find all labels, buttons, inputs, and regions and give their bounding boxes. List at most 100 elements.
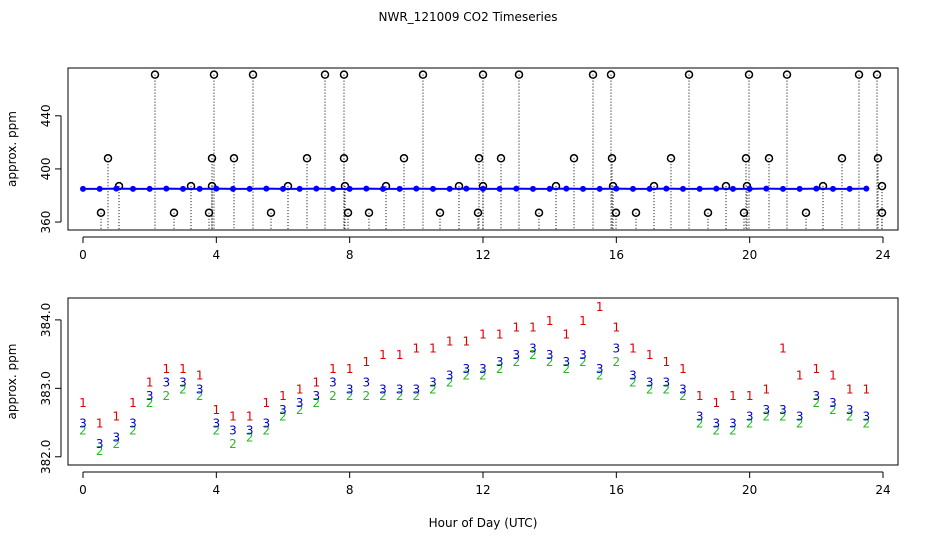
point-label: 1 (613, 321, 621, 335)
point (796, 185, 803, 192)
point-label: 1 (246, 410, 254, 424)
point-label: 3 (246, 423, 254, 437)
point (330, 185, 336, 192)
point-label: 2 (596, 369, 604, 383)
point-label: 1 (296, 382, 304, 396)
point-label: 1 (179, 362, 187, 376)
point-label: 1 (863, 382, 871, 396)
point (663, 185, 670, 192)
point-label: 1 (363, 355, 371, 369)
point-label: 1 (679, 362, 687, 376)
point-label: 1 (696, 389, 704, 403)
x-tick-label: 20 (742, 248, 757, 262)
point-label: 2 (479, 369, 487, 383)
point-label: 3 (196, 382, 204, 396)
point-label: 2 (663, 382, 671, 396)
point-label: 1 (329, 362, 337, 376)
point-label: 1 (213, 403, 221, 417)
point (782, 70, 792, 79)
point (739, 208, 749, 217)
point (463, 185, 470, 192)
plot-frame (67, 297, 899, 466)
y-tick-label: 384.0 (39, 303, 53, 337)
point-label: 1 (113, 410, 121, 424)
point-label: 2 (629, 376, 637, 390)
point-label: 3 (596, 362, 604, 376)
x-tick-label: 12 (475, 248, 490, 262)
point-label: 2 (146, 396, 154, 410)
point-label: 2 (96, 444, 104, 458)
point-label: 3 (479, 362, 487, 376)
point-label: 1 (646, 348, 654, 362)
x-tick-label: 20 (742, 483, 757, 497)
y-tick-label: 382.0 (39, 440, 53, 474)
point-label: 3 (79, 417, 87, 431)
point-label: 2 (313, 396, 321, 410)
point (703, 208, 713, 217)
point (496, 154, 506, 163)
point (696, 185, 703, 192)
point-label: 2 (613, 355, 621, 369)
point-label: 3 (413, 382, 421, 396)
point (473, 208, 483, 217)
point (346, 185, 353, 192)
point (546, 185, 553, 192)
point-label: 3 (863, 410, 871, 424)
point-label: 3 (679, 382, 687, 396)
point-label: 2 (346, 389, 354, 403)
point-label: 3 (763, 403, 771, 417)
point (169, 208, 179, 217)
point (430, 185, 436, 192)
point (263, 185, 270, 192)
point (763, 185, 770, 192)
point (413, 185, 420, 192)
point (818, 181, 828, 191)
point (569, 154, 579, 163)
point-label: 3 (213, 417, 221, 431)
point-label: 3 (96, 437, 104, 451)
point-label: 3 (563, 355, 571, 369)
point-label: 2 (696, 417, 704, 431)
point-label: 1 (513, 321, 521, 335)
point-label: 1 (96, 417, 104, 431)
y-tick-label: 440 (39, 104, 53, 127)
point (596, 185, 603, 192)
point-label: 1 (146, 376, 154, 390)
point-label: 3 (446, 369, 454, 383)
point-label: 2 (846, 410, 854, 424)
point-label: 1 (529, 321, 537, 335)
point (780, 185, 786, 192)
point (613, 185, 620, 192)
x-tick-label: 24 (875, 248, 890, 262)
point-label: 1 (796, 369, 804, 383)
x-tick-label: 0 (79, 483, 87, 497)
point-label: 1 (446, 334, 454, 348)
point-label: 1 (129, 396, 137, 410)
point-label: 2 (329, 389, 337, 403)
point-label: 1 (313, 376, 321, 390)
point-label: 3 (579, 348, 587, 362)
point-label: 3 (229, 423, 237, 437)
point-label: 3 (279, 403, 287, 417)
point-label: 2 (196, 389, 204, 403)
point-label: 3 (463, 362, 471, 376)
point (684, 70, 694, 79)
point-label: 2 (279, 410, 287, 424)
point (196, 185, 203, 192)
point-label: 3 (496, 355, 504, 369)
point-label: 3 (629, 369, 637, 383)
point (764, 154, 774, 163)
point (302, 154, 312, 163)
x-tick-label: 8 (346, 483, 354, 497)
point (150, 70, 160, 79)
point (846, 185, 853, 192)
point (588, 70, 598, 79)
point (380, 185, 386, 192)
point (266, 208, 276, 217)
point-label: 1 (829, 369, 837, 383)
point (744, 70, 754, 79)
point (204, 208, 214, 217)
point (339, 70, 349, 79)
point-label: 1 (546, 314, 554, 328)
point (611, 208, 621, 217)
